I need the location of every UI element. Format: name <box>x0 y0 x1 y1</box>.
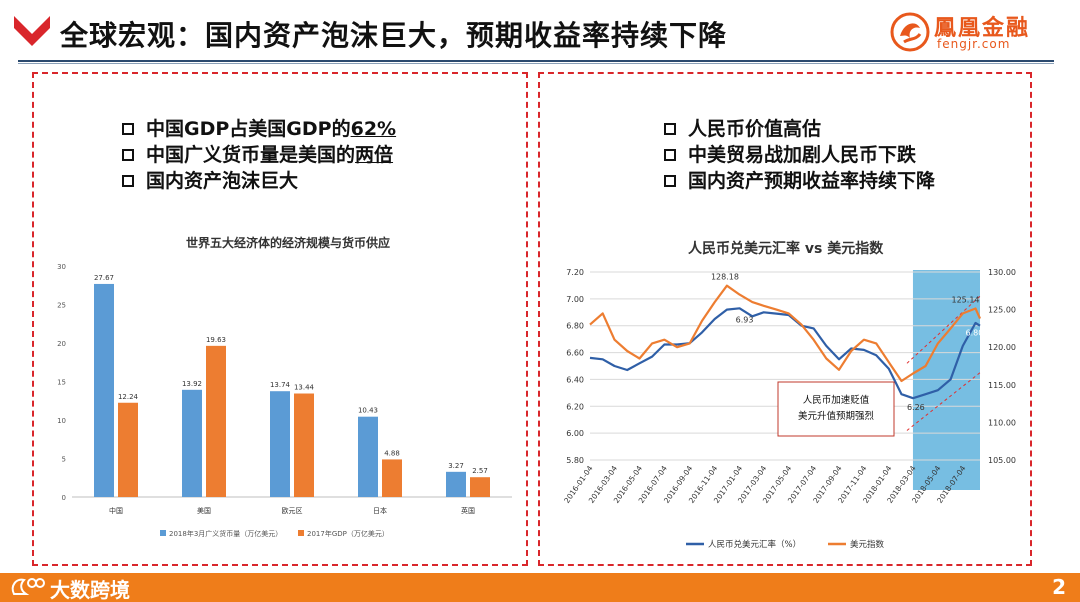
chevron-down-icon <box>14 16 50 46</box>
checkbox-icon <box>664 149 676 161</box>
y-left-tick-label: 6.60 <box>566 349 584 358</box>
annotation-label: 6.26 <box>907 403 925 412</box>
footer-bar <box>0 573 1080 602</box>
y-left-tick-label: 7.00 <box>566 295 584 304</box>
y-left-tick-label: 6.80 <box>566 322 584 331</box>
right-panel: 人民币价值高估 中美贸易战加剧人民币下跌 国内资产预期收益率持续下降 人民币兑美… <box>538 72 1032 566</box>
legend-swatch <box>298 530 304 536</box>
header-divider-thin <box>18 63 1054 64</box>
data-label: 12.24 <box>118 393 139 401</box>
brand-logo: 鳳凰金融 fengjr.com <box>890 8 1060 54</box>
highlight-region <box>912 270 980 490</box>
y-right-tick-label: 115.00 <box>988 381 1016 390</box>
logo-text-en: fengjr.com <box>937 37 1011 51</box>
checkbox-icon <box>122 175 134 187</box>
y-right-tick-label: 110.00 <box>988 418 1016 427</box>
y-left-tick-label: 6.00 <box>566 429 584 438</box>
y-right-tick-label: 130.00 <box>988 268 1016 277</box>
checkbox-icon <box>122 149 134 161</box>
header-divider <box>18 60 1054 62</box>
y-left-tick-label: 5.80 <box>566 456 584 465</box>
page-number: 2 <box>1052 575 1066 599</box>
bar-money-supply <box>94 283 114 497</box>
legend-label: 2017年GDP（万亿美元） <box>307 529 389 538</box>
callout-line-2: 美元升值预期强烈 <box>798 410 875 422</box>
legend-swatch <box>160 530 166 536</box>
data-label: 27.67 <box>94 274 114 282</box>
series-line-dxy <box>589 284 982 383</box>
y-tick-label: 30 <box>57 263 66 271</box>
data-label: 13.74 <box>270 381 291 389</box>
bar-gdp <box>294 393 314 497</box>
callout-box <box>777 381 895 437</box>
series-line-cny <box>589 307 981 400</box>
footer-brand-text: 大数跨境 <box>50 578 130 602</box>
data-label: 4.88 <box>384 449 400 457</box>
y-tick-label: 25 <box>57 302 66 310</box>
right-bullet-list: 人民币价值高估 中美贸易战加剧人民币下跌 国内资产预期收益率持续下降 <box>664 116 935 194</box>
y-tick-label: 10 <box>57 417 66 425</box>
annotation-label: 128.18 <box>711 273 739 282</box>
logo-text-cn: 鳳凰金融 <box>934 16 1031 41</box>
bar-gdp <box>470 477 490 497</box>
left-bullet-2: 中国广义货币量是美国的 两倍 <box>122 142 396 168</box>
bar-money-supply <box>446 471 466 497</box>
bar-gdp <box>118 402 138 497</box>
line-chart: 5.80 6.00 6.20 6.40 6.60 6.80 7.00 7.20 105.00 11… <box>562 268 1016 550</box>
bar-money-supply <box>270 391 290 497</box>
right-bullet-2: 中美贸易战加剧人民币下跌 <box>664 142 935 168</box>
brand-watermark-icon <box>11 578 45 595</box>
data-label: 10.43 <box>358 407 378 415</box>
x-tick-label: 日本 <box>373 506 387 515</box>
y-tick-label: 15 <box>57 379 66 387</box>
checkbox-icon <box>122 123 134 135</box>
data-label: 19.63 <box>206 336 226 344</box>
bar-gdp <box>206 345 226 497</box>
data-label: 13.92 <box>182 380 202 388</box>
x-tick-label: 英国 <box>461 506 475 515</box>
legend-label: 2018年3月广义货币量（万亿美元） <box>169 529 282 538</box>
checkbox-icon <box>664 175 676 187</box>
page-title: 全球宏观：国内资产泡沫巨大，预期收益率持续下降 <box>60 19 728 52</box>
bar-chart: 0 5 10 15 20 25 30 27.67 12.24 中国 13.92 19.63 美国 13.7… <box>57 263 512 538</box>
x-tick-label: 中国 <box>109 506 123 515</box>
left-panel: 中国GDP占美国GDP的 62% 中国广义货币量是美国的 两倍 国内资产泡沫巨大 世… <box>32 72 528 566</box>
data-label: 13.44 <box>294 384 315 392</box>
y-tick-label: 20 <box>57 340 66 348</box>
annotation-label: 6.93 <box>736 315 754 324</box>
y-right-tick-label: 105.00 <box>988 456 1016 465</box>
right-bullet-3: 国内资产预期收益率持续下降 <box>664 168 935 194</box>
annotation-label: 125.14 <box>952 296 980 305</box>
annotation-label: 6.80 <box>966 329 984 338</box>
bar-gdp <box>382 459 402 497</box>
y-left-tick-label: 7.20 <box>566 268 584 277</box>
phoenix-logo-icon <box>890 12 930 52</box>
bar-chart-title: 世界五大经济体的经济规模与货币供应 <box>186 236 391 250</box>
y-right-tick-label: 120.00 <box>988 343 1016 352</box>
left-bullet-3: 国内资产泡沫巨大 <box>122 168 396 194</box>
callout-line-1: 人民币加速贬值 <box>803 394 870 406</box>
data-label: 3.27 <box>448 462 464 470</box>
y-tick-label: 5 <box>62 456 66 464</box>
y-left-tick-label: 6.40 <box>566 375 584 384</box>
legend-label: 人民币兑美元汇率（%） <box>708 539 801 550</box>
x-tick-label: 美国 <box>197 506 211 515</box>
right-bullet-1: 人民币价值高估 <box>664 116 935 142</box>
bar-money-supply <box>182 389 202 497</box>
trend-line-upper <box>906 295 981 364</box>
y-tick-label: 0 <box>62 494 66 502</box>
legend-label: 美元指数 <box>850 539 885 550</box>
left-bullet-list: 中国GDP占美国GDP的 62% 中国广义货币量是美国的 两倍 国内资产泡沫巨大 <box>122 116 396 194</box>
left-bullet-1: 中国GDP占美国GDP的 62% <box>122 116 396 142</box>
x-tick-label: 欧元区 <box>282 506 303 515</box>
y-right-tick-label: 125.00 <box>988 306 1016 315</box>
line-chart-title: 人民币兑美元汇率 vs 美元指数 <box>688 241 884 257</box>
checkbox-icon <box>664 123 676 135</box>
data-label: 2.57 <box>472 467 488 475</box>
bar-money-supply <box>358 416 378 497</box>
y-left-tick-label: 6.20 <box>566 402 584 411</box>
